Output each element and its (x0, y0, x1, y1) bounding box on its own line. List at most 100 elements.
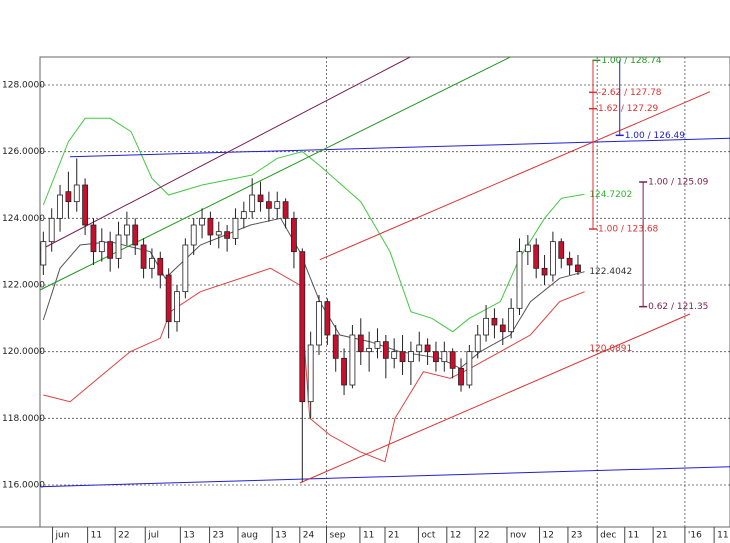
candle-body (382, 341, 389, 359)
candle-body (65, 191, 72, 203)
x-tick-label: 22 (118, 531, 129, 541)
candle-body (174, 291, 180, 323)
candle-body (550, 241, 556, 276)
candle-body (190, 224, 197, 246)
fib-label: -2.62 / 127.78 (598, 88, 662, 98)
plot-frame (39, 56, 730, 528)
y-tick-label: 116.0000 (2, 481, 45, 491)
candle-body (224, 231, 231, 239)
candle-body (324, 301, 331, 336)
x-tick-label: 12 (543, 531, 554, 541)
candle-body (508, 307, 515, 333)
candle-body (566, 257, 573, 266)
x-tick-label: aug (241, 531, 258, 541)
candle-body (416, 344, 423, 353)
candle-body (115, 234, 122, 259)
candle-body (199, 217, 205, 226)
x-tick-label: 22 (478, 531, 489, 541)
candle-body (316, 301, 322, 346)
candle-body (516, 251, 523, 309)
x-tick-label: 11 (91, 531, 102, 541)
x-tick-label: 11 (363, 531, 374, 541)
candle-body (458, 367, 464, 386)
x-tick-label: 11 (717, 531, 728, 541)
candle-body (165, 274, 172, 323)
candle-body (307, 344, 314, 403)
x-tick-label: 23 (571, 531, 582, 541)
x-tick-label: 23 (213, 531, 224, 541)
candle-body (90, 224, 97, 253)
candle-body (123, 224, 130, 236)
y-tick-label: 128.0000 (2, 81, 45, 91)
indicator-line (42, 117, 585, 333)
candle-body (533, 244, 540, 269)
candle-body (257, 194, 264, 203)
candle-body (282, 201, 289, 219)
indicator-line (43, 267, 585, 463)
candle-body (441, 351, 448, 363)
candle-body (98, 241, 105, 253)
x-tick-label: jun (55, 531, 70, 541)
candle-body (48, 217, 55, 243)
price-label: 120.0891 (589, 344, 632, 354)
x-tick-label: oct (421, 531, 435, 541)
y-tick-label: 124.0000 (2, 214, 45, 224)
y-tick-label: 126.0000 (2, 147, 45, 157)
x-tick-label: 24 (303, 531, 315, 541)
candle-body (491, 317, 498, 326)
candle-body (291, 217, 297, 253)
candle-body (558, 241, 565, 259)
candle-body (240, 211, 247, 219)
candle-body (357, 334, 364, 353)
candle-body (182, 244, 189, 293)
candle-body (140, 244, 147, 269)
candle-body (40, 241, 47, 266)
price-label: 122.4042 (589, 267, 632, 277)
y-tick-label: 118.0000 (2, 414, 45, 424)
x-tick-label: sep (330, 531, 346, 541)
x-tick-label: 13 (275, 531, 286, 541)
candle-body (107, 241, 114, 259)
candle-body (82, 184, 89, 226)
price-label: 124.7202 (589, 190, 632, 200)
candle-body (399, 351, 406, 363)
x-tick-label: 11 (628, 531, 639, 541)
x-tick-label: nov (510, 531, 527, 541)
candle-body (274, 201, 281, 209)
candle-body (374, 341, 381, 349)
candle-body (391, 351, 398, 359)
candle-body (483, 317, 489, 336)
candle-body (349, 334, 356, 386)
fib-label: 1.00 / 126.49 (625, 131, 686, 141)
candle-body (157, 257, 164, 276)
candle-body (341, 357, 347, 386)
candle-body (499, 324, 506, 333)
indicator-line (70, 137, 730, 158)
candle-body (575, 264, 581, 273)
x-tick-label: 21 (656, 531, 667, 541)
candle-body (73, 184, 80, 203)
fib-label: 1.00 / 128.74 (601, 56, 662, 66)
candle-body (265, 201, 272, 209)
x-tick-label: jul (147, 531, 159, 541)
x-tick-label: 12 (450, 531, 461, 541)
x-tick-label: 13 (183, 531, 194, 541)
indicator-line (39, 466, 730, 488)
candle-body (466, 351, 473, 386)
candle-body (57, 194, 63, 219)
candle-body (474, 334, 481, 353)
fib-label: 1.62 / 127.29 (598, 104, 659, 114)
candle-body (249, 194, 256, 213)
candle-body (524, 244, 531, 253)
candle-body (424, 344, 431, 353)
fib-label: 1.00 / 125.09 (648, 178, 709, 188)
indicator-line (319, 91, 711, 261)
fib-label: 1.00 / 123.68 (598, 225, 659, 235)
candle-body (299, 251, 306, 403)
candle-body (366, 347, 373, 353)
candle-body (449, 351, 456, 369)
fib-label: 0.62 / 121.35 (648, 302, 708, 312)
candle-body (541, 267, 548, 276)
